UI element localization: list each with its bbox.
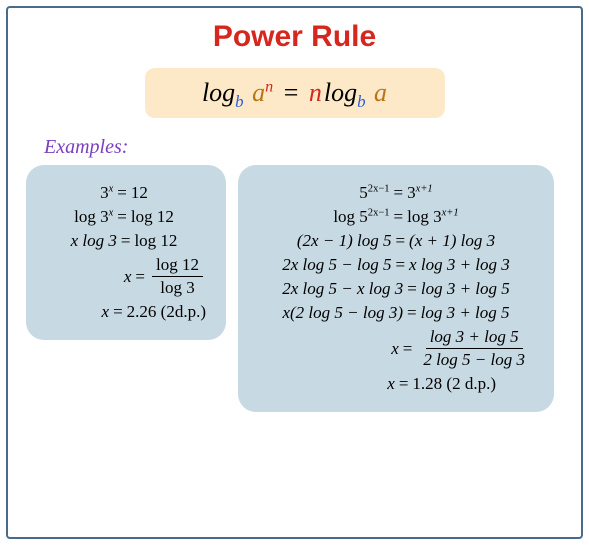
example-panel-right: 52x−1 = 3x+1 log 52x−1 = log 3x+1 (2x − … (238, 165, 554, 412)
formula-box: logb an = nlogb a (145, 68, 445, 118)
eq-text: 3 (100, 207, 109, 226)
formula-base-right: b (357, 92, 365, 111)
eq-rhs: log 12 (134, 231, 177, 251)
example-panel-left: 3x = 12 log 3x = log 12 x log 3 = log 12… (26, 165, 226, 340)
eq-lhs: (2x − 1) log 5 (297, 231, 392, 251)
panels-row: 3x = 12 log 3x = log 12 x log 3 = log 12… (26, 165, 563, 412)
eq-sup: x+1 (416, 183, 433, 194)
eq-row: x log 3 = log 12 (42, 231, 210, 251)
eq-row: log 52x−1 = log 3x+1 (254, 207, 538, 227)
content-frame: Power Rule logb an = nlogb a Examples: 3… (6, 6, 583, 539)
formula-eq: = (280, 78, 303, 107)
formula-exp: n (265, 78, 273, 95)
eq-lhs: x (102, 302, 110, 322)
examples-label: Examples: (44, 136, 563, 159)
formula-arg-left: a (250, 78, 265, 107)
eq-row: log 3x = log 12 (42, 207, 210, 227)
eq-text: 3 (407, 183, 416, 202)
fraction-numerator: log 3 + log 5 (426, 327, 523, 349)
eq-row: 3x = 12 (42, 183, 210, 203)
fraction: log 12 log 3 (152, 255, 203, 298)
fraction: log 3 + log 5 2 log 5 − log 3 (419, 327, 529, 370)
eq-rhs: 1.28 (2 d.p.) (412, 374, 496, 394)
formula-n: n (309, 78, 322, 107)
eq-row: x=1.28 (2 d.p.) (254, 374, 538, 394)
eq-rhs: log 3 + log 5 (421, 303, 510, 323)
formula-arg-right: a (372, 78, 387, 107)
eq-text: log (74, 207, 100, 226)
eq-lhs: x log 3 (71, 231, 117, 251)
eq-text: 5 (359, 207, 368, 226)
eq-rhs: x log 3 + log 3 (409, 255, 510, 275)
eq-lhs: 2x log 5 − x log 3 (282, 279, 403, 299)
fraction-denominator: log 3 (156, 277, 198, 298)
eq-row: x = 2.26 (2d.p.) (42, 302, 210, 322)
eq-row: x = log 12 log 3 (42, 255, 210, 298)
eq-row: 52x−1 = 3x+1 (254, 183, 538, 203)
eq-rhs: (x + 1) log 3 (409, 231, 495, 251)
eq-sup: 2x−1 (368, 207, 390, 218)
eq-row: x = log 3 + log 5 2 log 5 − log 3 (254, 327, 538, 370)
eq-lhs: x (124, 267, 132, 287)
eq-lhs: 3 (100, 183, 109, 202)
fraction-numerator: log 12 (152, 255, 203, 277)
fraction-denominator: 2 log 5 − log 3 (419, 349, 529, 370)
eq-rhs: 2.26 (2d.p.) (127, 302, 206, 322)
eq-text: log (333, 207, 359, 226)
eq-row: x(2 log 5 − log 3)=log 3 + log 5 (254, 303, 538, 323)
eq-row: 2x log 5 − x log 3=log 3 + log 5 (254, 279, 538, 299)
page-title: Power Rule (26, 20, 563, 54)
eq-lhs: x (391, 339, 399, 359)
eq-row: (2x − 1) log 5=(x + 1) log 3 (254, 231, 538, 251)
eq-lhs: x (387, 374, 395, 394)
eq-rhs: log 12 (131, 207, 174, 227)
formula-base-left: b (235, 92, 243, 111)
eq-rhs: log 3 + log 5 (421, 279, 510, 299)
eq-sup: x+1 (442, 207, 459, 218)
eq-row: 2x log 5 − log 5=x log 3 + log 3 (254, 255, 538, 275)
formula-log-right: log (322, 78, 357, 107)
eq-text: log (407, 207, 433, 226)
formula-log-left: log (202, 78, 235, 107)
eq-text: 3 (433, 207, 442, 226)
eq-lhs: x(2 log 5 − log 3) (282, 303, 403, 323)
eq-rhs: 12 (131, 183, 148, 203)
eq-lhs: 2x log 5 − log 5 (282, 255, 391, 275)
eq-sup: 2x−1 (368, 183, 390, 194)
eq-text: 5 (359, 183, 368, 202)
